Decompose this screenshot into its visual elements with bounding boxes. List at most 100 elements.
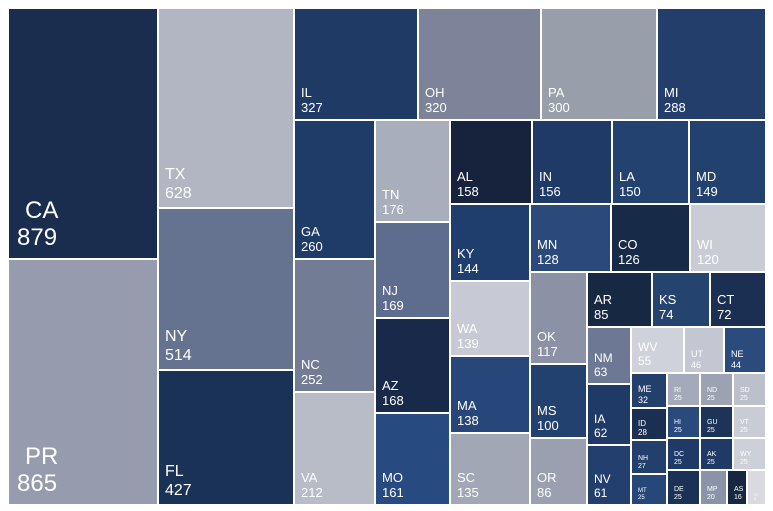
tile-label: NM [594, 351, 613, 366]
tile-label: KS [659, 292, 677, 308]
treemap-tile-fl[interactable]: FL 427 [158, 370, 294, 505]
treemap-tile-il[interactable]: IL 327 [294, 8, 418, 120]
treemap-tile-la[interactable]: LA 150 [612, 120, 689, 204]
treemap-tile-al[interactable]: AL 158 [450, 120, 532, 204]
tile-label: UT [691, 349, 703, 360]
tile-label: KY [457, 246, 475, 262]
tile-label: CO [618, 237, 638, 253]
treemap-tile-mp[interactable]: MP 20 [700, 470, 727, 505]
tile-value: 28 [638, 427, 647, 437]
treemap-tile-vt[interactable]: VT 25 [733, 406, 766, 438]
treemap-tile-ia[interactable]: IA 62 [587, 384, 631, 445]
tile-value: 25 [638, 495, 645, 502]
treemap-tile-ok[interactable]: OK 117 [530, 272, 587, 364]
treemap-tile-sd[interactable]: SD 25 [733, 373, 766, 406]
treemap-tile-oh[interactable]: OH 320 [418, 8, 541, 120]
tile-value: 27 [638, 462, 646, 470]
treemap-tile-nm[interactable]: NM 63 [587, 327, 631, 384]
treemap-tile-mt[interactable]: MT 25 [631, 474, 667, 505]
tile-label: SC [457, 470, 476, 486]
treemap-tile-tx[interactable]: TX 628 [158, 8, 294, 208]
treemap-tile-az[interactable]: AZ 168 [375, 318, 450, 413]
tile-label: CT [717, 292, 735, 308]
treemap-tile-ny[interactable]: NY 514 [158, 208, 294, 370]
tile-value: 126 [618, 252, 640, 268]
treemap-tile-or[interactable]: OR 86 [530, 438, 587, 505]
tile-label: OK [537, 329, 556, 345]
treemap-tile-pr[interactable]: PR 865 [8, 259, 158, 505]
treemap-tile-ks[interactable]: KS 74 [652, 272, 710, 327]
tile-value: 25 [707, 426, 715, 434]
treemap-tile-ri[interactable]: RI 25 [667, 373, 700, 406]
treemap-tile-dc[interactable]: DC 25 [667, 438, 700, 470]
treemap-tile-pa[interactable]: PA 300 [541, 8, 657, 120]
treemap-tile-mo[interactable]: MO 161 [375, 413, 450, 505]
treemap-tile-nc[interactable]: NC 252 [294, 259, 375, 392]
tile-label: MD [696, 169, 717, 185]
tile-label: MP [707, 485, 718, 493]
tile-value: 161 [382, 485, 404, 501]
tile-label: MT [638, 488, 647, 495]
treemap-tile-va[interactable]: VA 212 [294, 392, 375, 505]
treemap-tile-nj[interactable]: NJ 169 [375, 222, 450, 318]
treemap-tile-de[interactable]: DE 25 [667, 470, 700, 505]
tile-value: 63 [594, 365, 608, 380]
tile-label: PA [548, 85, 565, 101]
treemap-tile-ky[interactable]: KY 144 [450, 204, 530, 281]
treemap-tile-nv[interactable]: NV 61 [587, 445, 631, 505]
tile-value: 86 [537, 485, 552, 501]
treemap-tile-sc[interactable]: SC 135 [450, 433, 530, 505]
tile-value: 25 [674, 394, 682, 402]
treemap-tile-ms[interactable]: MS 100 [530, 364, 587, 438]
tile-value: 628 [165, 184, 192, 202]
tile-label: WI [697, 237, 713, 253]
tile-label: IN [539, 169, 552, 185]
tile-label: WV [638, 340, 658, 355]
tile-value: 25 [707, 394, 715, 402]
treemap-tile-ct[interactable]: CT 72 [710, 272, 766, 327]
treemap-tile-ma[interactable]: MA 138 [450, 356, 530, 433]
treemap-tile-ut[interactable]: UT 46 [684, 327, 724, 373]
tile-value: 25 [674, 493, 682, 501]
treemap-tile-ca[interactable]: CA 879 [8, 8, 158, 259]
treemap-tile-nd[interactable]: ND 25 [700, 373, 733, 406]
treemap-tile-me[interactable]: ME 32 [631, 373, 667, 408]
treemap-tile-wv[interactable]: WV 55 [631, 327, 684, 373]
treemap-tile-md[interactable]: MD 149 [689, 120, 766, 204]
treemap-tile-as[interactable]: AS 16 [727, 470, 747, 505]
treemap-tile-mn[interactable]: MN 128 [530, 204, 611, 272]
tile-label: AZ [382, 378, 399, 394]
tile-value: 85 [594, 307, 609, 323]
treemap-tile-tn[interactable]: TN 176 [375, 120, 450, 222]
treemap-tile-id[interactable]: ID 28 [631, 408, 667, 440]
tile-value: 120 [697, 252, 719, 268]
tile-value: 288 [664, 100, 686, 116]
tile-label: ID [638, 418, 646, 428]
tile-value: 427 [165, 481, 192, 499]
treemap-tile-hi[interactable]: HI 25 [667, 406, 700, 438]
tile-label: CA [25, 196, 59, 224]
tile-value: 62 [594, 426, 608, 441]
tile-label: AL [457, 169, 473, 185]
tile-label: WY [740, 450, 752, 458]
treemap-tile-in[interactable]: IN 156 [532, 120, 612, 204]
tile-value: 25 [674, 426, 682, 434]
treemap-tile-ne[interactable]: NE 44 [724, 327, 766, 373]
tile-value: 212 [301, 485, 323, 501]
treemap-tile-ar[interactable]: AR 85 [587, 272, 652, 327]
tile-value: 20 [707, 493, 715, 501]
treemap-tile-wi[interactable]: WI 120 [690, 204, 766, 272]
treemap-tile-vi[interactable]: VI 3 [747, 470, 766, 505]
treemap-tile-co[interactable]: CO 126 [611, 204, 690, 272]
treemap-tile-ga[interactable]: GA 260 [294, 120, 375, 259]
treemap-tile-nh[interactable]: NH 27 [631, 440, 667, 474]
tile-value: 156 [539, 184, 561, 200]
tile-value: 327 [301, 100, 323, 116]
tile-value: 320 [425, 100, 447, 116]
treemap-tile-ak[interactable]: AK 25 [700, 438, 733, 470]
treemap-tile-gu[interactable]: GU 25 [700, 406, 733, 438]
tile-value: 865 [17, 470, 58, 498]
treemap-tile-wy[interactable]: WY 25 [733, 438, 766, 470]
treemap-tile-wa[interactable]: WA 139 [450, 281, 530, 356]
treemap-tile-mi[interactable]: MI 288 [657, 8, 766, 120]
